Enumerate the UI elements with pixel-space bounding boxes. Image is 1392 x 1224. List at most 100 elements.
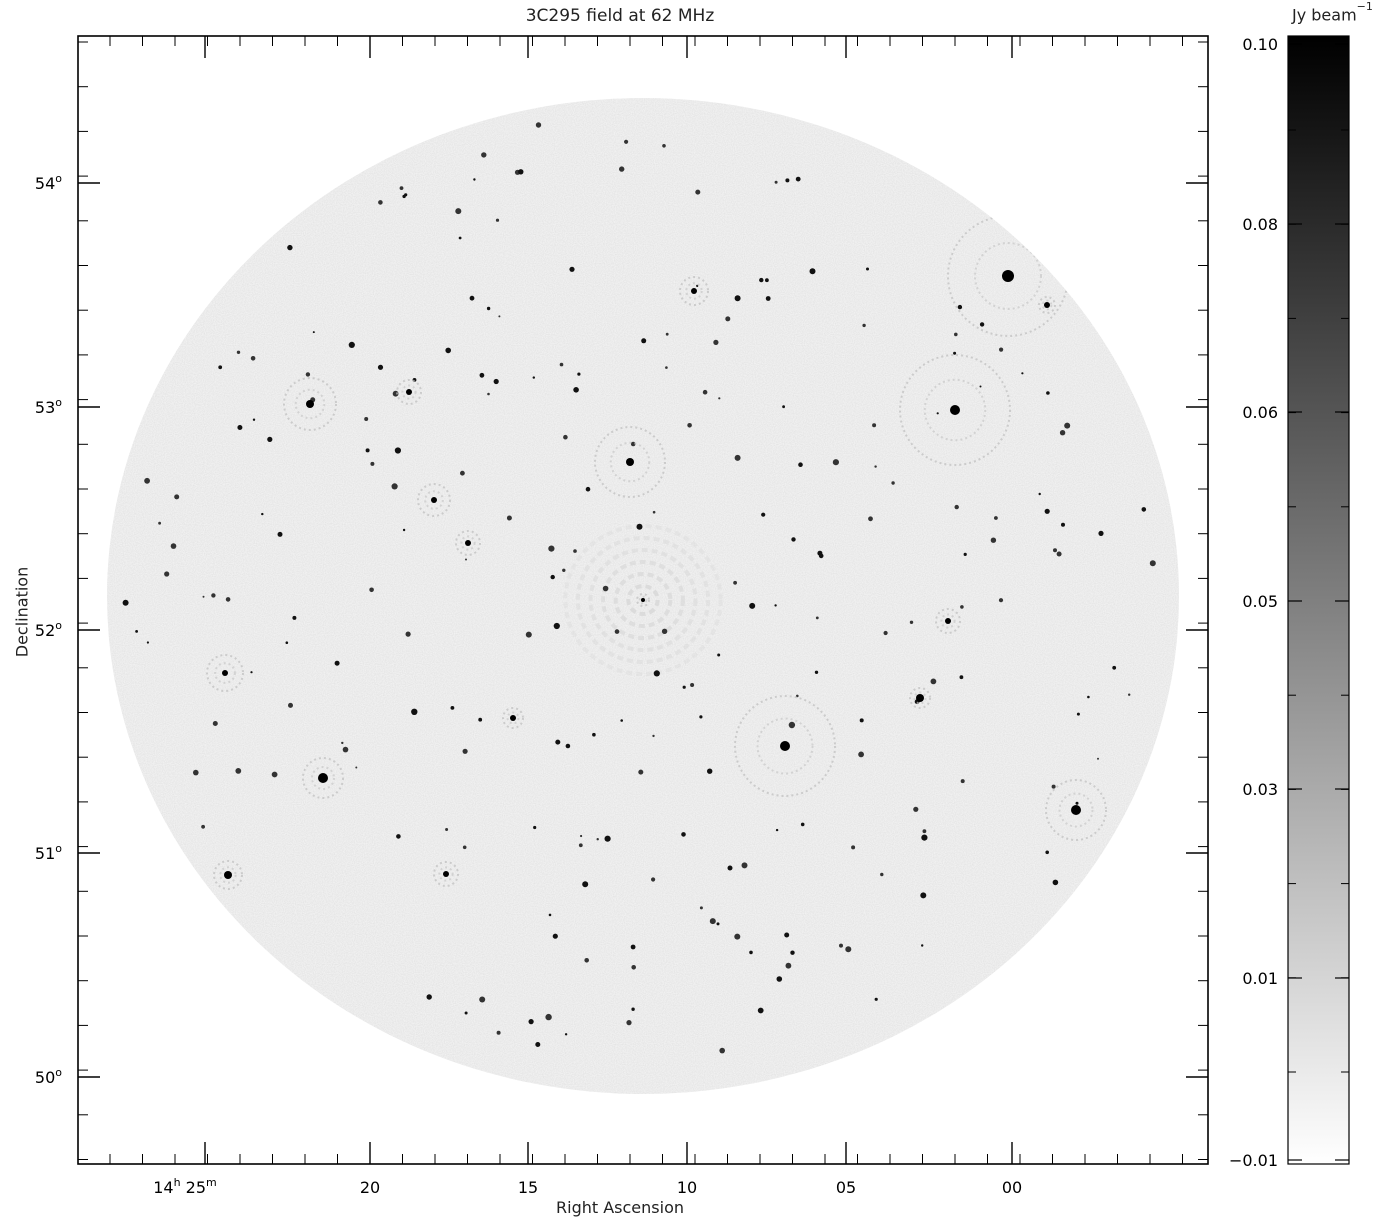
source-sidelobe [460,535,476,551]
source-sidelobe [417,483,451,517]
source-point [690,683,695,687]
colorbar-tick-label: 0.06 [1242,403,1278,422]
source-point [573,549,577,553]
source-sidelobe [502,707,524,729]
source-point [604,835,611,842]
source-point [252,418,256,421]
source-point [954,332,958,337]
source-sidelobe [899,354,1011,466]
source-point [702,389,708,395]
source-sidelobe [302,757,344,799]
source-sidelobe [913,691,927,705]
source-point [719,1047,725,1054]
source-point [292,615,297,620]
source-sidelobe [433,861,459,887]
source-point [462,748,468,754]
source-point [404,193,408,197]
source-point [122,599,129,606]
source-point [1021,372,1024,375]
source-point [709,918,716,925]
x-axis-label: Right Ascension [556,1198,684,1217]
ra-tick-label: 14h 25m [153,1176,217,1197]
source-point [921,944,924,947]
source-point [1141,507,1147,512]
source-point [936,412,939,415]
bright-source [318,773,328,783]
source-point [285,641,289,644]
source-point [713,339,719,345]
source-point [641,338,647,344]
source-point [851,845,856,850]
bright-source [224,871,232,879]
source-point [994,516,998,520]
source-point [909,620,914,624]
source-point [479,372,485,378]
source-point [620,719,623,722]
source-point [862,323,866,328]
source-point [990,537,997,543]
source-point [868,516,873,522]
source-point [718,397,721,400]
source-point [749,950,753,955]
source-point [405,631,411,637]
source-point [170,543,177,549]
source-point [631,965,636,970]
source-point [707,768,713,774]
source-point [866,267,869,271]
source-point [784,932,790,938]
source-sidelobe [909,687,931,709]
source-point [619,166,625,172]
source-sidelobe [636,593,650,607]
colorbar-tick-label: 0.05 [1242,592,1278,611]
ra-ticks: 14h 25m 20 15 10 05 00 [109,36,1183,1197]
source-point [445,828,449,831]
source-point [872,423,877,428]
source-point [341,741,344,745]
source-sidelobe [974,242,1042,310]
source-point [776,976,783,982]
source-point [548,545,555,552]
dec-tick-label: 53o [35,396,62,417]
source-point [479,996,486,1003]
source-sidelobe [734,695,836,797]
source-point [334,660,340,666]
source-point [638,769,644,775]
bright-source [626,458,634,466]
source-point [652,510,656,514]
source-point [552,933,558,939]
source-point [201,824,206,829]
source-point [396,834,401,839]
source-sidelobe [609,441,651,483]
source-sidelobe [940,613,956,629]
source-point [288,702,293,708]
source-point [652,734,655,738]
source-point [564,1033,568,1036]
source-point [775,828,779,832]
source-point [426,994,432,1000]
source-point [716,922,720,926]
dec-ticks: 54o 53o 52o 51o 50o [35,41,1208,1160]
source-point [761,512,766,517]
colorbar-ticks: 0.10 0.08 0.06 0.05 0.03 0.01 −0.01 [1229,35,1349,1170]
source-sidelobe [438,866,454,882]
source-point [1046,391,1050,395]
source-point [565,743,571,749]
source-sidelobe [206,654,244,692]
ra-tick-label: 00 [1002,1178,1022,1197]
source-point [930,678,937,685]
source-point [1045,850,1049,855]
source-point [651,877,656,882]
source-point [342,746,349,753]
source-point [953,351,957,355]
source-point [765,278,769,283]
source-point [411,708,418,715]
source-point [774,604,777,607]
source-point [1053,548,1057,553]
bright-source [780,741,790,751]
source-point [1059,430,1066,436]
source-point [218,365,223,370]
source-point [473,178,476,181]
source-point [630,441,636,447]
source-point [267,436,273,442]
